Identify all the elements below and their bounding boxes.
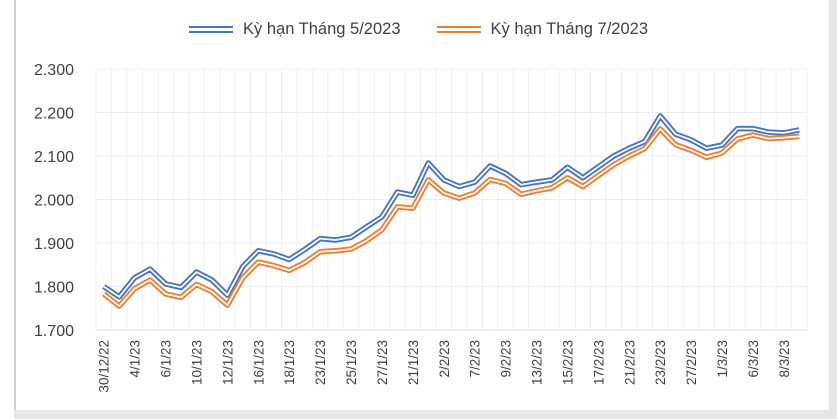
y-tick-label: 2.200	[34, 106, 74, 123]
legend-label: Kỳ hạn Tháng 7/2023	[490, 20, 649, 38]
x-tick-label: 27/1/23	[375, 340, 390, 385]
x-tick-label: 10/1/23	[189, 340, 204, 385]
y-tick-label: 1.800	[34, 280, 74, 297]
y-tick-label: 2.100	[34, 149, 74, 166]
x-tick-label: 17/2/23	[591, 340, 606, 385]
y-tick-label: 1.700	[34, 323, 74, 340]
x-tick-label: 2/2/23	[437, 340, 452, 378]
x-tick-label: 30/12/22	[97, 340, 112, 393]
legend-label: Kỳ hạn Tháng 5/2023	[243, 20, 401, 38]
x-tick-label: 6/1/23	[159, 340, 174, 378]
x-tick-label: 12/1/23	[220, 340, 235, 385]
frame-shadow-right	[829, 0, 837, 419]
x-tick-label: 13/2/23	[530, 340, 545, 385]
series-lines	[101, 113, 800, 309]
y-tick-label: 2.000	[34, 193, 74, 210]
x-tick-label: 18/1/23	[282, 340, 297, 385]
x-tick-label: 4/1/23	[128, 340, 143, 378]
legend-item-july-2023: Kỳ hạn Tháng 7/2023	[436, 20, 649, 39]
x-tick-label: 16/1/23	[251, 340, 266, 385]
y-tick-label: 2.300	[34, 62, 74, 79]
x-axis: 30/12/22 4/1/23 6/1/23 10/1/23 12/1/23 16/1/2…	[97, 340, 792, 393]
x-tick-label: 9/2/23	[499, 340, 514, 378]
legend-swatch-orange-icon	[436, 26, 481, 33]
x-tick-label: 25/1/23	[344, 340, 359, 385]
y-axis: 1.700 1.800 1.900 2.000 2.100 2.200 2.300	[34, 62, 74, 340]
x-tick-label: 1/3/23	[715, 340, 730, 378]
frame-shadow-bottom	[14, 410, 837, 419]
x-tick-label: 8/3/23	[777, 340, 792, 378]
x-tick-label: 21/1/23	[406, 340, 421, 385]
x-tick-label: 6/3/23	[746, 340, 761, 378]
x-tick-label: 27/2/23	[684, 340, 699, 385]
legend-swatch-blue-icon	[189, 26, 233, 33]
chart-legend: Kỳ hạn Tháng 5/2023 Kỳ hạn Tháng 7/2023	[0, 20, 837, 39]
x-tick-label: 23/2/23	[653, 340, 668, 385]
x-tick-label: 15/2/23	[560, 340, 575, 385]
legend-item-may-2023: Kỳ hạn Tháng 5/2023	[189, 20, 401, 39]
x-tick-label: 21/2/23	[622, 340, 637, 385]
x-tick-label: 7/2/23	[468, 340, 483, 378]
x-tick-label: 23/1/23	[313, 340, 328, 385]
gridlines	[95, 68, 808, 331]
y-tick-label: 1.900	[34, 236, 74, 253]
